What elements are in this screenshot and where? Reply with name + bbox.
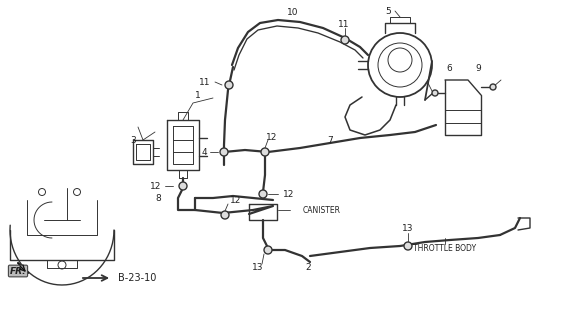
Text: B-23-10: B-23-10	[118, 273, 156, 283]
Circle shape	[404, 242, 412, 250]
Text: 4: 4	[201, 148, 207, 156]
Circle shape	[490, 84, 496, 90]
Text: 13: 13	[402, 223, 414, 233]
Circle shape	[264, 246, 272, 254]
Text: 1: 1	[195, 91, 201, 100]
Text: 2: 2	[305, 263, 311, 273]
Text: 12: 12	[230, 196, 241, 204]
Text: 6: 6	[446, 63, 452, 73]
Circle shape	[261, 148, 269, 156]
Text: FR.: FR.	[10, 267, 26, 276]
Text: THROTTLE BODY: THROTTLE BODY	[413, 244, 477, 252]
Text: 9: 9	[475, 63, 481, 73]
Circle shape	[220, 148, 228, 156]
Text: 12: 12	[283, 189, 294, 198]
Circle shape	[432, 90, 438, 96]
Text: 12: 12	[149, 181, 161, 190]
Circle shape	[259, 190, 267, 198]
Text: 5: 5	[385, 6, 391, 15]
Text: 13: 13	[252, 263, 264, 273]
Text: 10: 10	[287, 7, 299, 17]
Text: 7: 7	[327, 135, 333, 145]
Text: 3: 3	[130, 135, 136, 145]
Text: CANISTER: CANISTER	[303, 205, 341, 214]
Text: 8: 8	[155, 194, 161, 203]
Circle shape	[221, 211, 229, 219]
Circle shape	[179, 182, 187, 190]
Text: 11: 11	[338, 20, 350, 28]
Circle shape	[341, 36, 349, 44]
Circle shape	[225, 81, 233, 89]
Text: 12: 12	[266, 132, 278, 141]
Text: 11: 11	[199, 77, 210, 86]
